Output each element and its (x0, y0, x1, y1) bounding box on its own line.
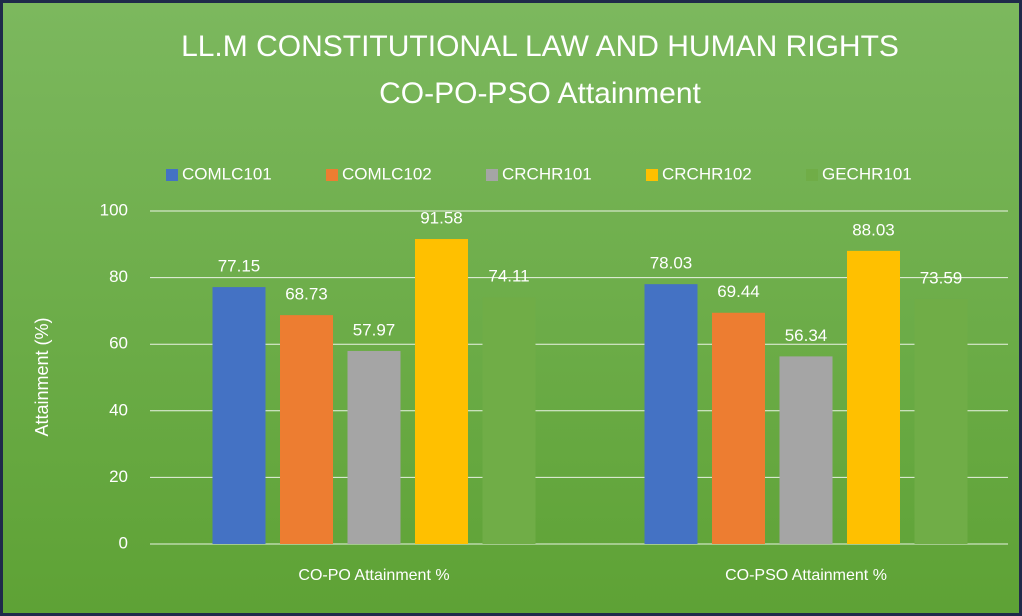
value-label: 74.11 (488, 267, 529, 286)
y-tick-label: 0 (119, 533, 128, 552)
bar (644, 284, 698, 544)
value-label: 68.73 (285, 285, 328, 304)
value-label: 73.59 (920, 268, 963, 287)
bar (847, 250, 900, 544)
value-label: 91.58 (420, 209, 463, 228)
legend-swatch (166, 169, 178, 181)
chart-title: LL.M CONSTITUTIONAL LAW AND HUMAN RIGHTS (181, 30, 899, 63)
x-tick-label: CO-PSO Attainment % (725, 567, 887, 584)
y-tick-label: 20 (109, 467, 128, 486)
legend-swatch (806, 169, 818, 181)
legend-label: CRCHR101 (502, 164, 592, 183)
bar (779, 356, 833, 544)
legend-swatch (646, 169, 658, 181)
bar (280, 315, 333, 544)
bar (212, 287, 266, 544)
value-label: 78.03 (650, 254, 693, 273)
value-label: 77.15 (218, 257, 261, 276)
bar (712, 312, 765, 544)
y-tick-label: 60 (109, 334, 128, 353)
value-label: 88.03 (852, 220, 895, 239)
y-tick-label: 40 (109, 400, 128, 419)
value-label: 57.97 (353, 320, 396, 339)
legend-swatch (486, 169, 498, 181)
bar (415, 239, 468, 544)
legend-swatch (326, 169, 338, 181)
legend-label: CRCHR102 (662, 164, 752, 183)
value-label: 69.44 (717, 282, 760, 301)
y-tick-label: 80 (109, 267, 128, 286)
value-label: 56.34 (785, 326, 828, 345)
y-axis-label: Attainment (%) (32, 317, 52, 436)
legend-label: COMLC102 (342, 164, 432, 183)
bar (482, 297, 536, 544)
legend-label: COMLC101 (182, 164, 272, 183)
legend-label: GECHR101 (822, 164, 912, 183)
bar (347, 350, 401, 544)
bar (914, 298, 968, 544)
x-tick-label: CO-PO Attainment % (298, 567, 449, 584)
y-tick-label: 100 (100, 200, 128, 219)
chart-subtitle: CO-PO-PSO Attainment (379, 77, 701, 110)
